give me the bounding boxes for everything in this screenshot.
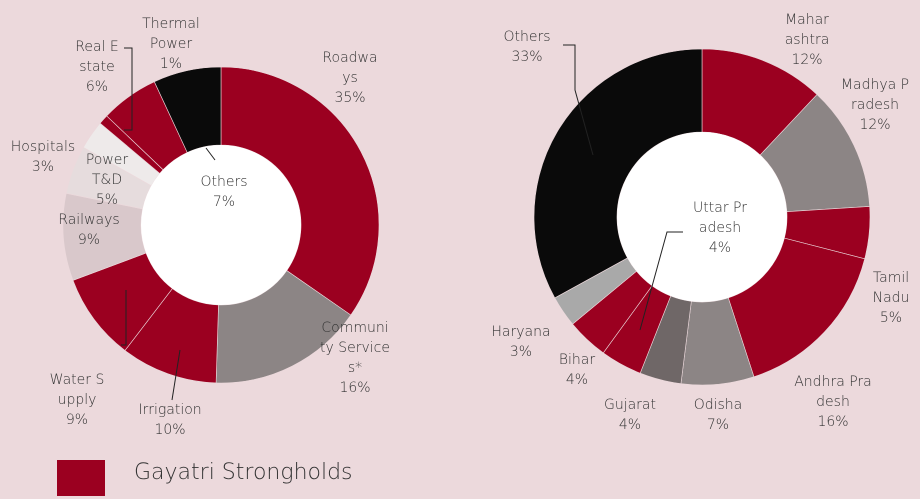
segment-label: Haryana 3% [491,322,551,362]
leader-line [121,290,127,346]
segment-label: Thermal Power 1% [136,14,206,74]
category-name: Power T&D [85,152,129,188]
value-label: 12% [791,52,823,68]
category-name: Andhra Pradesh [794,374,872,410]
value-label: 9% [77,232,101,248]
category-name: Odisha [693,397,743,413]
value-label: 3% [509,344,533,360]
segment-label: Madhya Pradesh 12% [840,75,910,135]
segment-label: Bihar 4% [557,350,597,390]
category-name: Haryana [491,324,551,340]
category-name: Irrigation [138,402,202,418]
segment-label: Irrigation 10% [130,400,210,440]
value-label: 1% [159,56,183,72]
category-name: Bihar [558,352,596,368]
segment-label: Andhra Pradesh 16% [793,372,873,432]
segment-label: Hospitals 3% [3,137,83,177]
value-label: 7% [212,194,236,210]
segment-label: Gujarat 4% [600,395,660,435]
category-name: Tamil Nadu [872,270,910,306]
category-name: Water Supply [49,372,105,408]
value-label: 35% [334,90,366,106]
value-label: 3% [31,159,55,175]
legend-label: Gayatri Strongholds [134,460,353,485]
value-label: 16% [339,380,371,396]
segment-label: Uttar Pradesh 4% [690,198,750,258]
segment-label: Power T&D 5% [82,150,132,210]
category-name: Gujarat [603,397,656,413]
category-name: Maharashtra [784,12,830,48]
segment-label: Tamil Nadu 5% [871,268,911,328]
leader-line [639,231,683,331]
category-name: Uttar Pradesh [693,200,747,236]
segment-label: Others 7% [194,172,254,212]
donut-segment [153,66,222,153]
value-label: 33% [511,49,543,65]
segment-label: Odisha 7% [688,395,748,435]
segment-label: Maharashtra 12% [782,10,832,70]
value-label: 5% [879,310,903,326]
category-name: Community Services* [320,320,390,376]
value-label: 5% [95,192,119,208]
segment-label: Others 33% [497,27,557,67]
value-label: 6% [85,79,109,95]
donut-hole [141,145,301,305]
category-name: Others [503,29,551,45]
value-label: 9% [65,412,89,428]
value-label: 16% [817,414,849,430]
category-name: Madhya Pradesh [840,77,910,113]
value-label: 7% [706,417,730,433]
category-name: Railways [58,212,120,228]
category-name: Thermal Power [142,16,200,52]
segment-label: Real Estate 6% [72,37,122,97]
segment-label: Water Supply 9% [47,370,107,430]
segment-label: Roadways 35% [319,48,381,108]
category-name: Roadways [322,50,378,86]
legend-swatch [57,460,105,496]
value-label: 4% [565,372,589,388]
value-label: 4% [708,240,732,256]
category-name: Hospitals [10,139,76,155]
leader-line [124,47,133,131]
segment-label: Community Services* 16% [320,318,390,398]
leader-line [205,147,216,161]
category-name: Real Estate [75,39,119,75]
leader-line [171,349,181,401]
value-label: 4% [618,417,642,433]
leader-line [563,44,594,156]
value-label: 10% [154,422,186,438]
segment-label: Railways 9% [54,210,124,250]
category-name: Others [200,174,248,190]
value-label: 12% [859,117,891,133]
